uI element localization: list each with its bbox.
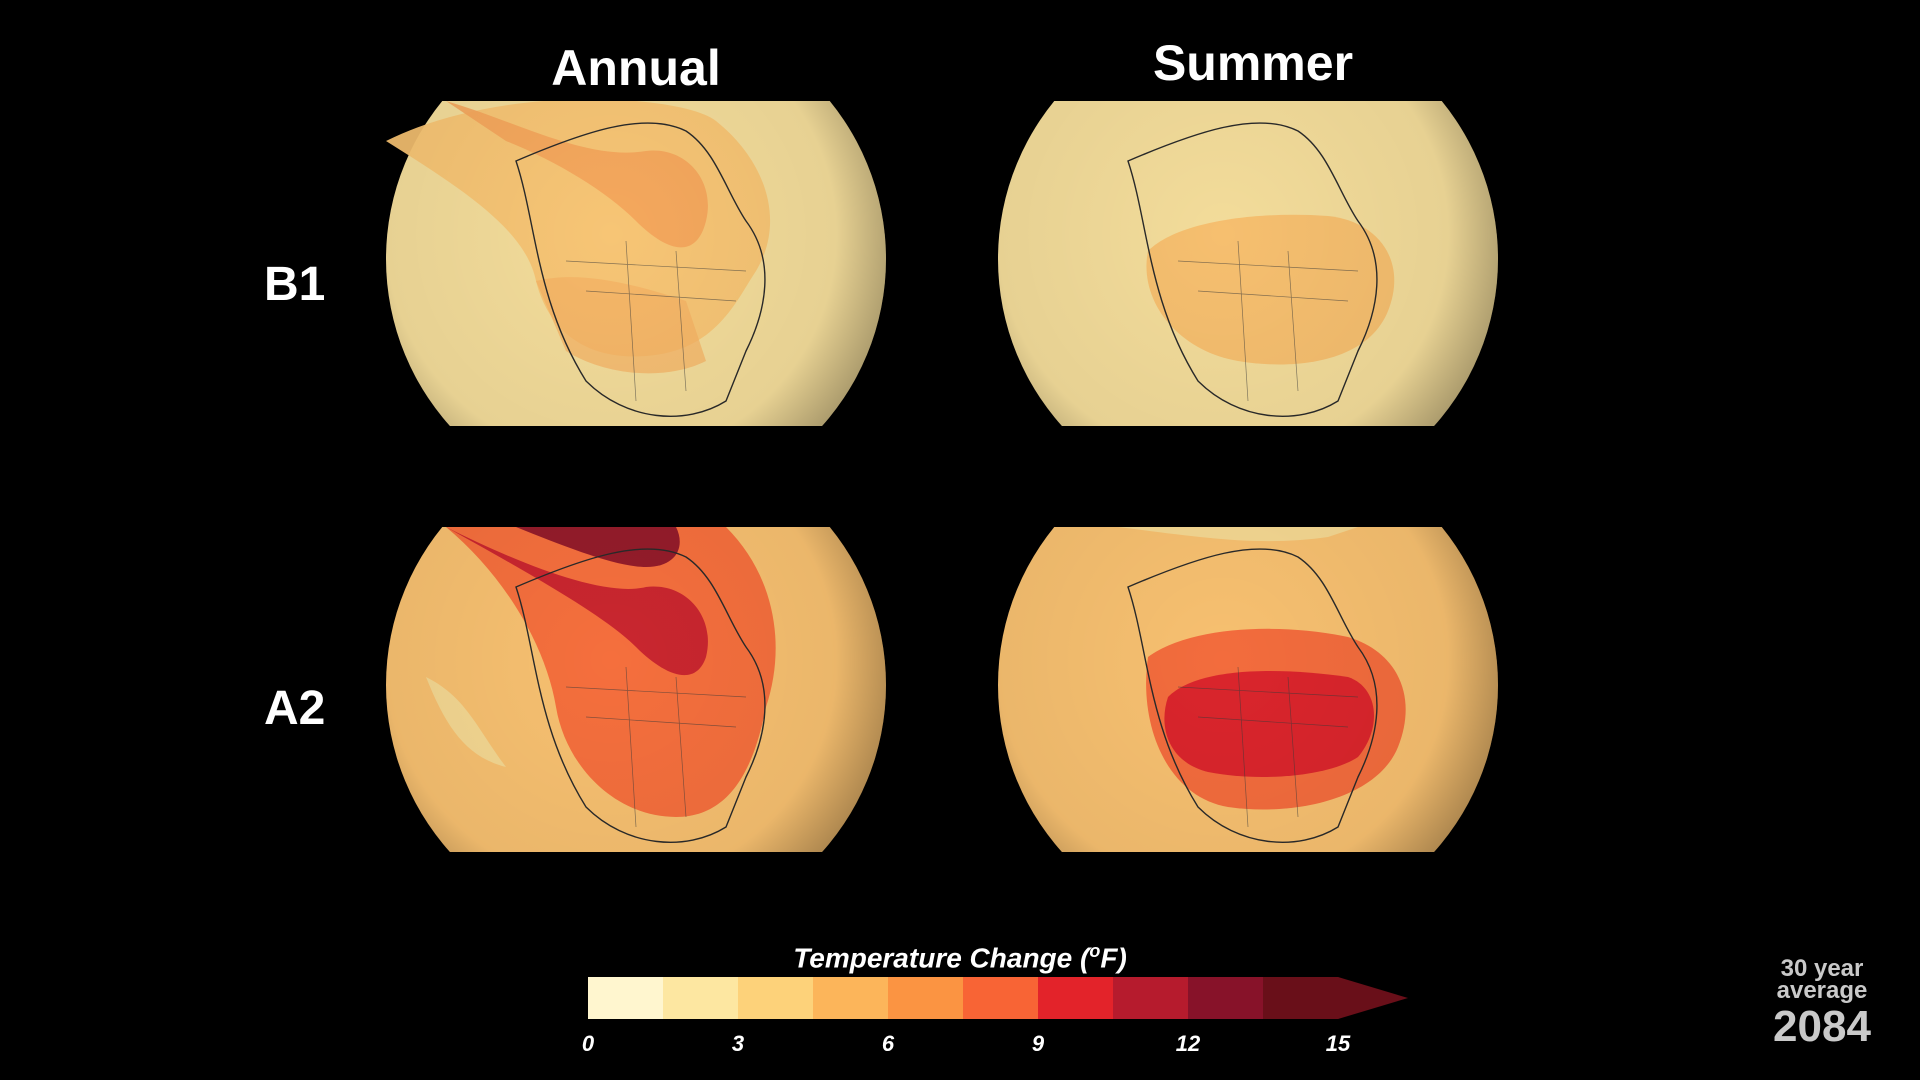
- column-title-summer: Summer: [1152, 35, 1354, 91]
- map-panel-a2-summer: [998, 527, 1498, 852]
- map-panel-b1-annual: [386, 101, 886, 426]
- legend-tick-label: 15: [1325, 1031, 1351, 1056]
- row-label-a2: A2: [264, 682, 326, 735]
- legend-tick-label: 3: [731, 1031, 745, 1056]
- degree-symbol: o: [1089, 941, 1101, 961]
- legend-tick-label: 12: [1175, 1031, 1201, 1056]
- legend-swatch: [1038, 977, 1114, 1019]
- legend-swatch: [963, 977, 1039, 1019]
- legend-tick-label: 0: [581, 1031, 595, 1056]
- legend-swatch: [663, 977, 739, 1019]
- legend-tick-label: 6: [881, 1031, 895, 1056]
- color-legend: Temperature Change (oF) 0 3 6 9 12 15: [580, 935, 1420, 1056]
- timestamp-overlay: 30 year average 2084: [1762, 955, 1882, 1052]
- row-label-b1: B1: [264, 258, 326, 311]
- legend-swatch: [813, 977, 889, 1019]
- map-panel-b1-summer: [998, 101, 1498, 426]
- legend-color-bar: [588, 977, 1408, 1019]
- map-panel-a2-annual: [386, 527, 886, 852]
- column-title-annual: Annual: [551, 40, 721, 96]
- legend-swatch: [888, 977, 964, 1019]
- legend-swatch: [1188, 977, 1264, 1019]
- legend-swatch: [738, 977, 814, 1019]
- legend-swatch: [1263, 977, 1339, 1019]
- timestamp-label: 30 year average: [1776, 955, 1868, 1004]
- legend-overflow-arrow: [1338, 977, 1408, 1019]
- legend-swatch: [588, 977, 664, 1019]
- legend-swatch: [1113, 977, 1189, 1019]
- legend-title: Temperature Change (oF): [793, 941, 1127, 974]
- legend-tick-label: 9: [1031, 1031, 1045, 1056]
- timestamp-year: 2084: [1773, 1002, 1871, 1051]
